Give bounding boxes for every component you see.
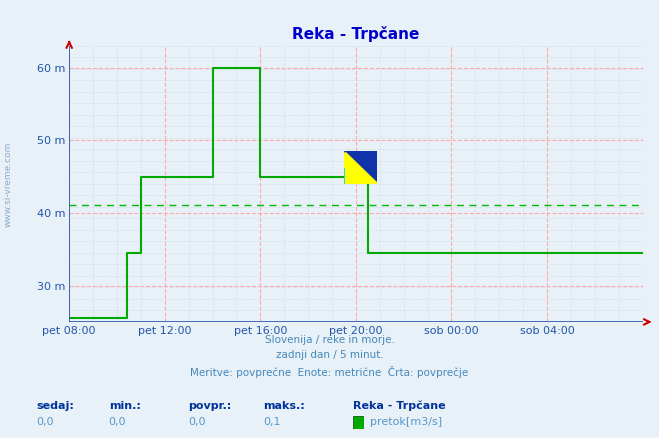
Bar (345, 151, 361, 167)
Bar (361, 167, 378, 184)
Text: 0,0: 0,0 (109, 417, 127, 427)
Text: Slovenija / reke in morje.: Slovenija / reke in morje. (264, 335, 395, 345)
Title: Reka - Trpčane: Reka - Trpčane (292, 26, 420, 42)
Text: www.si-vreme.com: www.si-vreme.com (3, 141, 13, 226)
Text: zadnji dan / 5 minut.: zadnji dan / 5 minut. (275, 350, 384, 360)
Text: Reka - Trpčane: Reka - Trpčane (353, 401, 445, 411)
Text: pretok[m3/s]: pretok[m3/s] (370, 417, 442, 427)
Text: 0,0: 0,0 (188, 417, 206, 427)
Polygon shape (345, 152, 376, 183)
Text: sedaj:: sedaj: (36, 401, 74, 411)
Bar (361, 151, 378, 167)
Text: Meritve: povprečne  Enote: metrične  Črta: povprečje: Meritve: povprečne Enote: metrične Črta:… (190, 366, 469, 378)
Text: min.:: min.: (109, 401, 140, 411)
Text: 0,0: 0,0 (36, 417, 54, 427)
Text: maks.:: maks.: (264, 401, 305, 411)
Bar (345, 167, 361, 184)
Text: povpr.:: povpr.: (188, 401, 231, 411)
Polygon shape (345, 152, 376, 183)
Polygon shape (345, 151, 378, 184)
Text: 0,1: 0,1 (264, 417, 281, 427)
